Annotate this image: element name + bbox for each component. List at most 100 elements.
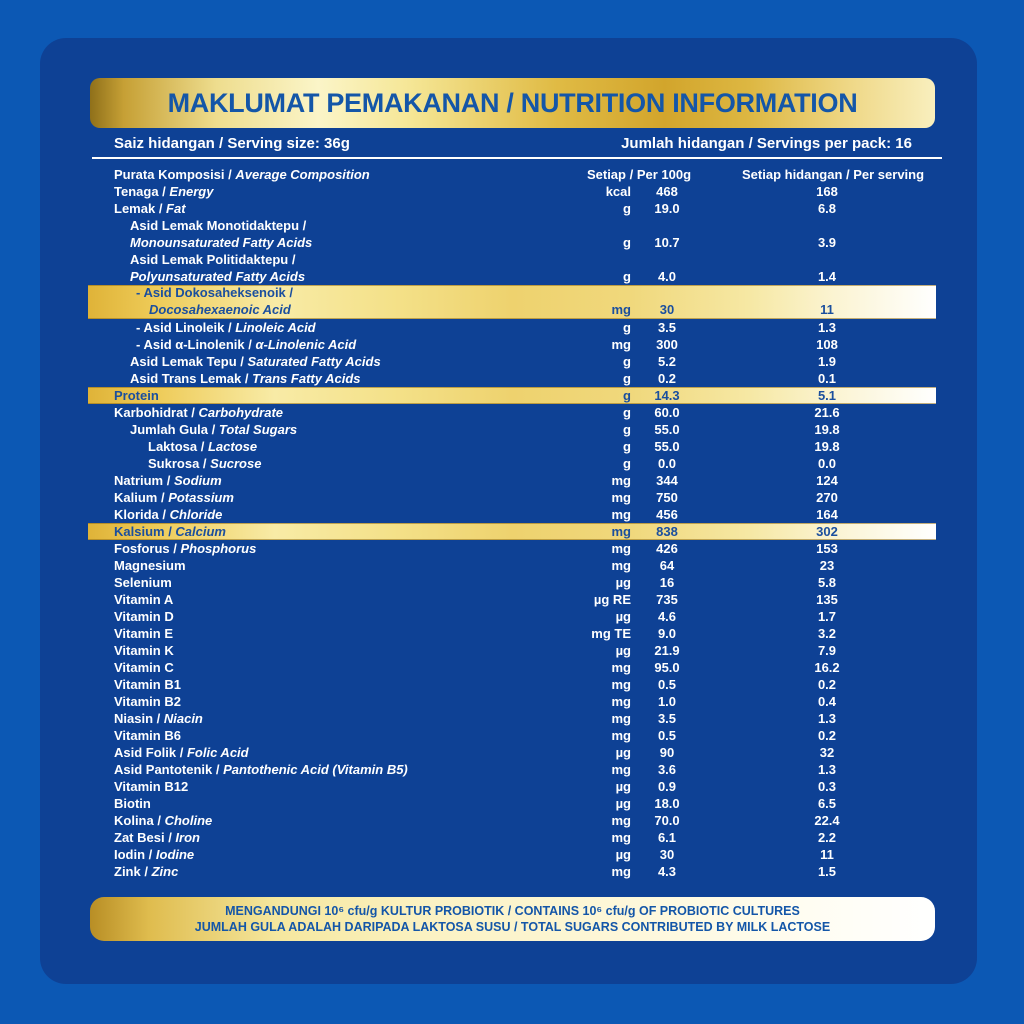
nutrient-label: Sukrosa / Sucrose	[148, 456, 262, 471]
table-row: Natrium / Sodium mg 344 124	[88, 472, 936, 489]
table-row: Vitamin C mg 95.0 16.2	[88, 659, 936, 676]
value-per-100g: 735	[656, 592, 678, 607]
value-per-100g: 10.7	[654, 235, 680, 250]
value-per-serving: 0.4	[817, 694, 837, 709]
nutrient-label: Asid Trans Lemak / Trans Fatty Acids	[130, 371, 361, 386]
value-per-serving: 124	[816, 473, 838, 488]
table-row: Biotin µg 18.0 6.5	[88, 795, 936, 812]
nutrient-label: Selenium	[114, 575, 172, 590]
value-per-serving: 3.2	[817, 626, 837, 641]
value-per-serving: 22.4	[814, 813, 840, 828]
value-per-serving: 2.2	[817, 830, 837, 845]
footer-banner: MENGANDUNGI 10⁶ cfu/g KULTUR PROBIOTIK /…	[90, 897, 935, 941]
value-per-100g: 55.0	[654, 422, 680, 437]
value-per-serving: 108	[816, 337, 838, 352]
value-per-serving: 270	[816, 490, 838, 505]
nutrient-unit: µg	[615, 643, 631, 658]
serving-size-label: Saiz hidangan / Serving size: 36g	[114, 134, 350, 152]
nutrient-unit: g	[623, 371, 631, 386]
nutrient-unit: mg	[611, 694, 632, 709]
nutrient-unit: µg	[615, 779, 631, 794]
page-title: MAKLUMAT PEMAKANAN / NUTRITION INFORMATI…	[167, 87, 858, 118]
nutrient-unit: µg	[615, 847, 631, 862]
nutrient-label: Biotin	[114, 796, 151, 811]
nutrient-label: Iodin / Iodine	[114, 847, 195, 862]
value-per-100g: 750	[656, 490, 678, 505]
value-per-serving: 168	[816, 184, 838, 199]
table-row: Iodin / Iodine µg 30 11	[88, 846, 936, 863]
nutrient-unit: g	[623, 354, 631, 369]
value-per-serving: 21.6	[814, 405, 840, 420]
nutrient-unit: µg	[615, 609, 631, 624]
table-row: Selenium µg 16 5.8	[88, 574, 936, 591]
column-header-per-100g: Setiap / Per 100g	[586, 167, 692, 182]
value-per-serving: 1.3	[817, 762, 837, 777]
value-per-serving: 32	[819, 745, 835, 760]
value-per-100g: 0.5	[657, 728, 677, 743]
value-per-100g: 70.0	[654, 813, 680, 828]
value-per-100g: 0.5	[657, 677, 677, 692]
table-row: Asid Trans Lemak / Trans Fatty Acids g 0.2…	[88, 370, 936, 387]
value-per-serving: 302	[816, 524, 838, 539]
table-rows: Tenaga / Energy kcal 468 168 Lemak / Fat g 19.…	[88, 183, 936, 880]
nutrient-label: Klorida / Chloride	[114, 507, 223, 522]
value-per-100g: 14.3	[654, 388, 680, 403]
value-per-serving: 1.3	[817, 320, 837, 335]
value-per-serving: 1.5	[817, 864, 837, 879]
table-row: Tenaga / Energy kcal 468 168	[88, 183, 936, 200]
nutrient-label: Asid Pantotenik / Pantothenic Acid (Vita…	[114, 762, 408, 777]
table-row: Vitamin A µg RE 735 135	[88, 591, 936, 608]
value-per-100g: 0.9	[657, 779, 677, 794]
servings-per-pack-label: Jumlah hidangan / Servings per pack: 16	[621, 134, 912, 152]
value-per-100g: 60.0	[654, 405, 680, 420]
nutrient-label: Asid Lemak Monotidaktepu / Monounsaturate…	[130, 218, 313, 250]
table-row: Asid Lemak Politidaktepu / Polyunsaturate…	[88, 251, 936, 285]
value-per-serving: 1.9	[817, 354, 837, 369]
nutrient-unit: mg	[611, 728, 632, 743]
nutrient-unit: g	[623, 269, 631, 284]
value-per-100g: 30	[659, 847, 675, 862]
table-row: Laktosa / Lactose g 55.0 19.8	[88, 438, 936, 455]
nutrient-unit: mg	[611, 473, 632, 488]
value-per-100g: 468	[656, 184, 678, 199]
table-row: - Asid α-Linolenik / α-Linolenic Acid mg 3…	[88, 336, 936, 353]
table-row: Klorida / Chloride mg 456 164	[88, 506, 936, 523]
nutrient-label: Natrium / Sodium	[114, 473, 222, 488]
value-per-100g: 19.0	[654, 201, 680, 216]
nutrient-unit: g	[623, 456, 631, 471]
nutrient-unit: mg	[611, 302, 632, 317]
nutrient-label: Vitamin A	[114, 592, 174, 607]
value-per-100g: 3.5	[657, 320, 677, 335]
nutrient-unit: mg	[611, 524, 632, 539]
nutrient-label: Vitamin B6	[114, 728, 181, 743]
nutrient-unit: kcal	[605, 184, 631, 199]
table-row: Asid Pantotenik / Pantothenic Acid (Vita…	[88, 761, 936, 778]
nutrient-label: - Asid Dokosaheksenoik / Docosahexaenoic …	[136, 285, 294, 317]
table-row: Karbohidrat / Carbohydrate g 60.0 21.6	[88, 404, 936, 421]
value-per-100g: 0.2	[657, 371, 677, 386]
nutrient-unit: µg	[615, 745, 631, 760]
nutrient-label: Asid Lemak Tepu / Saturated Fatty Acids	[130, 354, 381, 369]
value-per-serving: 153	[816, 541, 838, 556]
table-row: Asid Folik / Folic Acid µg 90 32	[88, 744, 936, 761]
nutrient-unit: mg	[611, 830, 632, 845]
nutrient-unit: mg	[611, 864, 632, 879]
value-per-serving: 3.9	[817, 235, 837, 250]
nutrient-unit: mg	[611, 337, 632, 352]
nutrient-label: Vitamin B1	[114, 677, 181, 692]
value-per-serving: 7.9	[817, 643, 837, 658]
value-per-serving: 0.2	[817, 677, 837, 692]
nutrient-label: Lemak / Fat	[114, 201, 186, 216]
nutrient-unit: g	[623, 405, 631, 420]
table-row: Vitamin E mg TE 9.0 3.2	[88, 625, 936, 642]
nutrient-label: - Asid Linoleik / Linoleic Acid	[136, 320, 316, 335]
value-per-serving: 11	[820, 302, 834, 317]
value-per-100g: 0.0	[657, 456, 677, 471]
nutrient-unit: mg	[611, 507, 632, 522]
nutrient-label: Vitamin D	[114, 609, 174, 624]
value-per-serving: 135	[816, 592, 838, 607]
nutrition-panel: MAKLUMAT PEMAKANAN / NUTRITION INFORMATI…	[40, 38, 977, 984]
table-row: Kalsium / Calcium mg 838 302	[88, 523, 936, 540]
nutrient-unit: g	[623, 320, 631, 335]
value-per-100g: 4.6	[657, 609, 677, 624]
